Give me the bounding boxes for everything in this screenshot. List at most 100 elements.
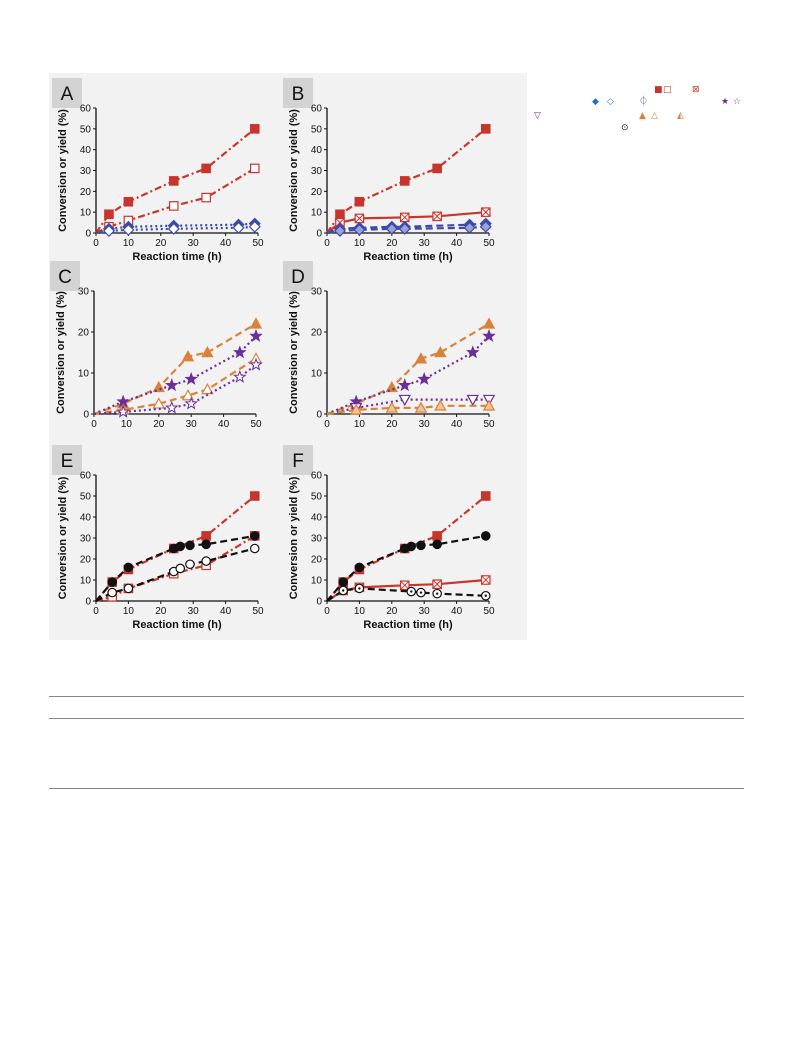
panel-label-box: [50, 261, 80, 291]
y-axis-title: Conversion or yield (%): [55, 291, 67, 414]
data-point: [201, 556, 211, 566]
series-4: [326, 583, 491, 602]
x-tick-label: 50: [483, 238, 495, 249]
data-point-cross: [481, 207, 491, 217]
y-tick-label: 50: [311, 124, 323, 135]
data-point-cross: [481, 575, 491, 585]
data-point: [249, 317, 263, 329]
x-tick-label: 30: [188, 606, 200, 617]
x-tick-label: 0: [324, 606, 330, 617]
data-point: [123, 562, 134, 573]
x-tick-label: 10: [354, 238, 366, 249]
x-tick-label: 20: [386, 606, 398, 617]
x-tick-label: 50: [483, 419, 495, 430]
legend-diamond-half-icon: ⏀: [639, 97, 649, 107]
y-tick-label: 60: [311, 471, 323, 482]
panel-label-box: [283, 78, 313, 108]
legend-tri-half-icon: ◭: [677, 111, 684, 121]
data-point: [397, 378, 412, 392]
y-tick-label: 10: [311, 576, 323, 587]
y-tick-label: 60: [311, 104, 323, 115]
legend-tri-down-open-icon: ▽: [534, 111, 541, 121]
y-tick-label: 0: [85, 229, 91, 240]
legend-sq-crossed-icon: ⊠: [692, 85, 700, 95]
data-point: [123, 583, 134, 594]
data-point: [385, 222, 398, 235]
y-tick-label: 60: [80, 471, 92, 482]
panel-C: C 0 10 20 30 40 50 0 10 20 30 Conversion or yield (…: [50, 261, 263, 430]
data-point: [480, 531, 491, 541]
x-tick-label: 10: [121, 419, 133, 430]
data-point-dot: [410, 590, 413, 593]
series-2: [93, 328, 263, 416]
data-point: [463, 221, 476, 234]
y-tick-label: 30: [78, 287, 90, 298]
series-4: [95, 543, 260, 602]
legend-star-filled-icon: ★: [721, 97, 730, 107]
data-point: [432, 531, 442, 541]
y-tick-label: 30: [311, 287, 323, 298]
data-point: [353, 223, 366, 236]
data-point: [354, 562, 365, 573]
x-axis-title: Reaction time (h): [132, 619, 222, 631]
y-axis-title: Conversion or yield (%): [288, 109, 300, 232]
data-point: [479, 220, 492, 233]
x-tick-label: 0: [324, 419, 330, 430]
x-tick-label: 40: [451, 238, 463, 249]
data-point: [434, 346, 447, 358]
data-point: [233, 345, 247, 359]
data-point: [432, 163, 442, 174]
x-tick-label: 10: [123, 606, 135, 617]
y-tick-label: 0: [316, 597, 322, 608]
y-tick-label: 20: [78, 328, 90, 339]
y-tick-label: 40: [311, 145, 323, 156]
y-tick-label: 40: [80, 145, 92, 156]
data-point: [249, 124, 260, 134]
chart-svg: A 0 10 20 30 40 50 0 10 20 30 40 50 60 Conversion or y…: [50, 78, 496, 631]
legend-diamond-filled-icon: ◆: [592, 97, 599, 107]
x-tick-label: 20: [155, 606, 167, 617]
y-axis-title: Conversion or yield (%): [57, 476, 69, 599]
legend-sq-open-icon: □: [663, 85, 672, 95]
panel-D: D 0 10 20 30 40 50 0 10 20 30 Conversion or yield (…: [283, 261, 496, 430]
panel-label-box: [283, 445, 313, 475]
y-tick-label: 60: [80, 104, 92, 115]
panel-label-box: [283, 261, 313, 291]
data-point-cross: [354, 213, 364, 223]
data-point: [201, 163, 211, 174]
y-tick-label: 10: [80, 208, 92, 219]
data-point-cross: [432, 579, 442, 589]
y-tick-label: 10: [311, 208, 323, 219]
data-point: [185, 559, 195, 570]
data-point: [102, 224, 116, 237]
series-4: [326, 399, 496, 416]
x-tick-label: 30: [188, 238, 200, 249]
data-point: [434, 399, 447, 411]
legend-star-open-icon: ☆: [733, 97, 742, 107]
y-tick-label: 10: [311, 369, 323, 380]
data-point: [249, 531, 260, 541]
panel-label: B: [292, 84, 305, 105]
y-tick-label: 20: [80, 187, 92, 198]
data-point-cross: [432, 211, 442, 221]
data-point: [417, 372, 431, 385]
y-tick-label: 10: [80, 576, 92, 587]
data-point: [249, 543, 260, 554]
data-point: [249, 328, 263, 342]
x-tick-label: 0: [93, 606, 99, 617]
table-top-rule: [49, 696, 744, 697]
series-4: [93, 357, 263, 418]
series-3: [326, 531, 491, 602]
y-tick-label: 50: [311, 492, 323, 503]
data-point: [185, 540, 195, 551]
y-tick-label: 30: [311, 166, 323, 177]
data-point: [107, 587, 117, 598]
panel-label: F: [292, 451, 304, 472]
data-point: [248, 220, 261, 233]
data-point: [164, 378, 179, 392]
y-tick-label: 20: [311, 555, 323, 566]
data-point: [181, 389, 195, 401]
data-point: [249, 357, 263, 371]
data-point: [123, 196, 134, 207]
data-point-cross: [400, 580, 410, 590]
